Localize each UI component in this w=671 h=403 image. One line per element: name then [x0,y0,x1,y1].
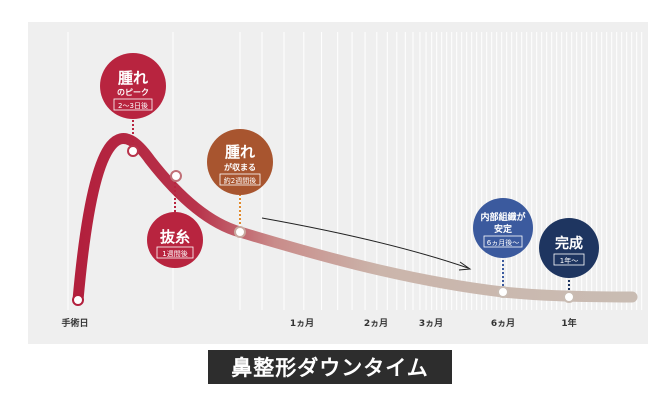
axis-label-1-month: 1ヵ月 [290,318,314,329]
milestone-swelling-peak: 腫れ のピーク 2〜3日後 [100,53,166,119]
milestone-swelling-peak-period: 2〜3日後 [118,101,148,110]
axis-label-surgery-day: 手術日 [61,317,88,329]
point-suture-removal [170,170,182,182]
axis-label-3-months: 3ヵ月 [419,318,443,329]
milestone-suture-removal-title: 抜糸 [160,228,190,246]
milestone-suture-removal-period-box [156,246,194,259]
milestone-swelling-peak-title: 腫れ [118,69,148,87]
milestone-swelling-subsides-period: 約2週間後 [224,176,256,185]
milestone-internal-stable-period-box [483,235,523,248]
milestone-complete-title: 完成 [555,235,583,252]
milestone-swelling-subsides-title: 腫れ [225,143,255,161]
milestone-swelling-subsides-bubble [207,129,273,195]
milestone-swelling-peak-bubble [100,53,166,119]
point-internal-stable [497,286,509,298]
milestone-suture-removal-period: 1週間後 [162,249,187,258]
axis-label-1-year: 1年 [561,317,576,329]
milestone-swelling-subsides-period-box [219,173,261,186]
milestone-swelling-peak-period-box [113,98,153,111]
milestone-internal-stable-period: 6ヵ月後〜 [487,238,519,247]
axis-label-6-months: 6ヵ月 [491,318,515,329]
milestone-swelling-peak-subtitle: のピーク [117,87,149,97]
milestone-swelling-subsides: 腫れ が収まる 約2週間後 [207,129,273,195]
milestone-internal-stable-title: 内部組織が [480,211,526,223]
milestone-swelling-subsides-subtitle: が収まる [224,162,256,172]
milestone-complete-period: 1年〜 [560,256,578,265]
milestone-suture-removal-bubble [147,212,203,268]
milestone-complete-period-box [553,253,585,266]
axis-label-2-months: 2ヵ月 [364,318,388,329]
point-swelling-subsides [234,226,246,238]
point-complete [563,291,575,303]
point-swelling-peak [127,145,139,157]
milestone-complete: 完成 1年〜 [539,218,599,278]
trend-arrow [261,217,469,269]
milestone-internal-stable-bubble [473,198,533,258]
diagram-title: 鼻整形ダウンタイム [208,350,452,384]
milestone-suture-removal: 抜糸 1週間後 [147,212,203,268]
point-surgery-day [72,294,84,306]
milestone-internal-stable-subtitle: 安定 [494,223,513,235]
milestone-internal-stable: 内部組織が 安定 6ヵ月後〜 [473,198,533,258]
trend-arrow-head [458,261,472,271]
